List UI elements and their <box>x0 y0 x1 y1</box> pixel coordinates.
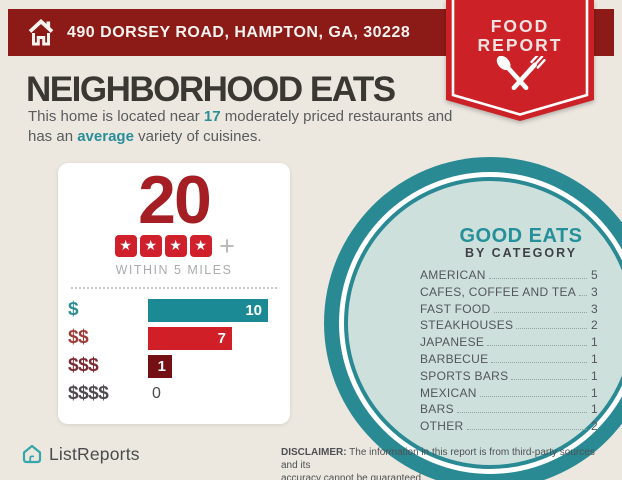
radius-label: WITHIN 5 MILES <box>115 263 233 277</box>
disclaimer-line2: accuracy cannot be guaranteed. <box>281 473 424 480</box>
category-row: BARBECUE 1 <box>420 352 598 369</box>
category-row: OTHER 2 <box>420 419 598 436</box>
disclaimer-line1: The information in this report is from t… <box>281 447 595 471</box>
category-count: 3 <box>591 301 598 316</box>
price-tier-row: $$ 7 <box>68 324 290 352</box>
rating-star-icon: ★ <box>164 234 187 257</box>
summary-l2a: has an <box>28 127 78 145</box>
category-count: 2 <box>591 419 598 434</box>
stats-card: 20 ★ ★ ★ ★ + WITHIN 5 MILES $10 $$ 7 $$$ 1 $$$$ 0 <box>58 163 290 424</box>
price-tier-label: $ <box>68 299 79 320</box>
dotted-leader <box>511 378 587 380</box>
rating-stars: ★ ★ ★ ★ + <box>58 230 290 261</box>
category-count: 1 <box>591 335 598 350</box>
plus-sign: + <box>219 230 235 261</box>
price-tier-row: $$$ 1 <box>68 352 290 380</box>
category-count: 1 <box>591 385 598 400</box>
price-tier-row: $10 <box>68 296 290 324</box>
summary-text: This home is located near 17 moderately … <box>28 107 452 146</box>
category-name: STEAKHOUSES <box>420 318 514 333</box>
category-count: 1 <box>591 402 598 417</box>
dotted-divider <box>71 287 277 289</box>
dotted-leader <box>466 429 587 431</box>
category-row: BARS 1 <box>420 402 598 419</box>
ribbon-banner <box>446 0 594 121</box>
price-tier-label: $$ <box>68 327 89 348</box>
category-count: 1 <box>591 351 598 366</box>
category-name: CAFES, COFFEE AND TEA <box>420 284 577 299</box>
rating-star-icon: ★ <box>139 234 162 257</box>
badge-title: FOOD REPORT <box>446 17 594 55</box>
good-eats-subtitle: BY CATEGORY <box>464 246 578 260</box>
restaurant-total-count: 20 <box>138 162 212 238</box>
category-name: JAPANESE <box>420 335 485 350</box>
summary-l1a: This home is located near <box>28 108 204 125</box>
dotted-leader <box>579 294 587 296</box>
summary-l1c: moderately priced restaurants and <box>220 108 453 125</box>
category-row: MEXICAN 1 <box>420 386 598 403</box>
price-tier-label: $$$$ <box>68 383 109 404</box>
category-name: AMERICAN <box>420 268 486 282</box>
good-eats-title: GOOD EATS <box>459 225 583 247</box>
category-list: AMERICAN 5 CAFES, COFFEE AND TEA 3 FAST FOOD… <box>420 268 598 436</box>
category-row: AMERICAN 5 <box>420 268 598 285</box>
price-bar-zero-value: 0 <box>152 385 161 402</box>
category-row: SPORTS BARS 1 <box>420 369 598 386</box>
category-row: CAFES, COFFEE AND TEA 3 <box>420 285 598 302</box>
food-report-badge: FOOD REPORT <box>446 0 594 126</box>
rating-star-icon: ★ <box>189 234 212 257</box>
dotted-leader <box>488 278 587 279</box>
fork-spoon-icon <box>496 56 546 91</box>
category-name: FAST FOOD <box>420 301 491 316</box>
brand-name: ListReports <box>49 443 140 464</box>
category-name: SPORTS BARS <box>420 368 509 383</box>
category-name: OTHER <box>420 419 464 434</box>
home-icon <box>28 18 54 45</box>
listreports-logo: ListReports <box>21 443 140 465</box>
summary-l2c: variety of cuisines. <box>133 127 262 145</box>
category-count: 1 <box>591 368 598 383</box>
price-tier-row: $$$$ 0 <box>68 380 290 408</box>
category-name: MEXICAN <box>420 385 477 400</box>
dotted-leader <box>493 311 587 313</box>
disclaimer: DISCLAIMER: The information in this repo… <box>281 446 611 480</box>
category-count: 3 <box>591 284 598 299</box>
property-address: 490 DORSEY ROAD, HAMPTON, GA, 30228 <box>67 23 411 41</box>
category-name: BARS <box>420 402 454 417</box>
price-bar: 7 <box>148 326 232 350</box>
dotted-leader <box>487 345 587 347</box>
category-count: 2 <box>591 318 598 333</box>
star-tiles: ★ ★ ★ ★ <box>113 234 213 257</box>
price-tier-label: $$$ <box>68 355 99 376</box>
badge-line1: FOOD <box>490 16 550 36</box>
dotted-leader <box>516 328 587 330</box>
category-row: JAPANESE 1 <box>420 335 598 352</box>
disclaimer-label: DISCLAIMER: <box>281 447 347 458</box>
badge-line2: REPORT <box>477 35 563 55</box>
category-row: FAST FOOD 3 <box>420 302 598 319</box>
dotted-leader <box>456 412 587 414</box>
dotted-leader <box>479 395 587 397</box>
restaurant-count-highlight: 17 <box>203 108 221 125</box>
dotted-leader <box>491 361 587 363</box>
variety-highlight: average <box>77 127 134 145</box>
page-title: NEIGHBORHOOD EATS <box>26 70 396 109</box>
price-bar: 10 <box>148 298 268 322</box>
category-name: BARBECUE <box>420 351 489 366</box>
price-bar: 1 <box>148 354 172 378</box>
category-row: STEAKHOUSES 2 <box>420 318 598 335</box>
rating-star-icon: ★ <box>114 234 137 257</box>
good-eats-circle <box>344 177 622 469</box>
listreports-house-icon <box>22 444 42 464</box>
price-bar-chart: $10 $$ 7 $$$ 1 $$$$ 0 <box>58 296 290 408</box>
category-count: 5 <box>591 268 598 282</box>
